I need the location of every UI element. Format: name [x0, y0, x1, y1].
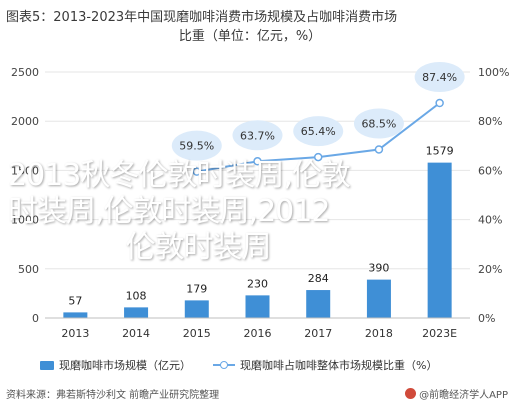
left-tick-label: 2000	[11, 115, 39, 128]
legend: 现磨咖啡市场规模（亿元） 现磨咖啡占咖啡整体市场规模比重（%）	[40, 357, 459, 373]
line-value-bubble	[353, 108, 404, 139]
line-value-label: 68.5%	[361, 117, 396, 130]
line-value-label: 87.4%	[422, 71, 457, 84]
bar-value-label: 284	[308, 272, 329, 285]
line-value-bubble	[414, 61, 465, 92]
bar-value-label: 57	[68, 294, 82, 307]
left-tick-label: 0	[32, 312, 39, 325]
x-tick-label: 2013	[61, 327, 89, 340]
line-value-label: 63.7%	[240, 129, 275, 142]
overlay-line-1: 2013秋冬伦敦时装周,伦敦	[8, 158, 351, 193]
brand-logo-icon	[405, 388, 417, 399]
overlay-line-3: 伦敦时装周	[125, 230, 272, 265]
bar-value-label: 1579	[426, 145, 454, 158]
title-line-1: 图表5：2013-2023年中国现磨咖啡消费市场规模及占咖啡消费市场	[6, 10, 398, 25]
right-tick-label: 60%	[478, 164, 502, 177]
bar	[245, 295, 270, 318]
line-point	[253, 157, 262, 166]
title-line-2: 比重（单位：亿元，%）	[178, 29, 322, 44]
right-tick-label: 80%	[478, 115, 502, 128]
bar-value-label: 108	[126, 289, 147, 302]
legend-item-line: 现磨咖啡占咖啡整体市场规模比重（%）	[213, 357, 437, 373]
overlay-line-2: 时装周,伦敦时装周,2012	[8, 194, 330, 229]
right-tick-label: 100%	[478, 66, 509, 79]
legend-line-label: 现磨咖啡占咖啡整体市场规模比重（%）	[240, 359, 438, 372]
source-note: 资料来源：弗若斯特沙利文 前瞻产业研究院整理	[6, 390, 220, 401]
left-tick-label: 2500	[11, 66, 39, 79]
left-tick-label: 1500	[11, 164, 39, 177]
watermark-overlay-text: 2013秋冬伦敦时装周,伦敦 时装周,伦敦时装周,2012 伦敦时装周	[8, 158, 448, 266]
line-point	[435, 98, 444, 108]
right-tick-label: 0%	[478, 312, 495, 325]
bar	[306, 290, 331, 318]
legend-bar-swatch	[40, 360, 54, 370]
bar-value-label: 390	[368, 262, 389, 275]
bar	[124, 307, 149, 318]
legend-bar-label: 现磨咖啡市场规模（亿元）	[59, 359, 191, 372]
right-tick-label: 20%	[478, 263, 502, 276]
left-axis: 0 500 1000 1500 2000 2500	[11, 66, 39, 325]
line-value-bubble	[232, 120, 283, 151]
bar-value-label: 179	[186, 282, 207, 295]
bar	[427, 162, 452, 318]
legend-line-swatch	[213, 360, 235, 370]
x-tick-label: 2018	[365, 327, 393, 340]
line-value-label: 59.5%	[179, 140, 214, 153]
x-tick-label: 2016	[244, 327, 272, 340]
brand-text: @前瞻经济学人APP	[419, 390, 508, 401]
chart-title: 图表5：2013-2023年中国现磨咖啡消费市场规模及占咖啡消费市场 比重（单位…	[6, 8, 514, 46]
x-tick-label: 2014	[122, 327, 150, 340]
x-tick-label: 2015	[183, 327, 211, 340]
line-point	[374, 145, 384, 154]
x-tick-label: 2017	[304, 327, 332, 340]
legend-item-bar: 现磨咖啡市场规模（亿元）	[40, 357, 191, 373]
left-tick-label: 1000	[11, 214, 39, 227]
line-point	[313, 152, 323, 162]
bar	[184, 300, 209, 318]
x-axis: 2013 2014 2015 2016 2017 2018 2023E	[45, 317, 470, 340]
right-tick-label: 40%	[478, 214, 502, 227]
x-tick-label: 2023E	[422, 327, 457, 340]
bar-value-label: 230	[247, 277, 268, 290]
line-value-label: 65.4%	[301, 125, 336, 138]
line-point	[192, 167, 202, 176]
right-axis: 0% 20% 40% 60% 80% 100%	[478, 66, 509, 325]
bar	[366, 279, 391, 318]
bar-series: 57 108 179 230 284 390 1579	[63, 145, 454, 318]
line-series: 59.5% 63.7% 65.4% 68.5% 87.4%	[171, 61, 465, 176]
bar	[63, 312, 88, 318]
brand-mark: @前瞻经济学人APP	[405, 386, 508, 401]
line-value-bubble	[293, 116, 344, 147]
line-value-bubble	[171, 130, 222, 161]
left-tick-label: 500	[18, 263, 39, 276]
